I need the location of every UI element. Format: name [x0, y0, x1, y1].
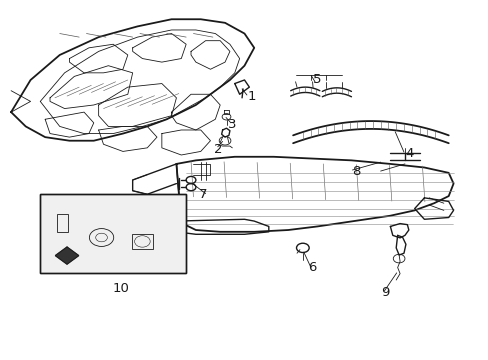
Text: 9: 9 — [381, 286, 389, 299]
Text: 4: 4 — [405, 147, 413, 160]
Text: 1: 1 — [247, 90, 256, 103]
Bar — [40, 194, 186, 273]
Text: 8: 8 — [351, 165, 360, 177]
Text: 6: 6 — [308, 261, 316, 274]
Text: 3: 3 — [227, 118, 236, 131]
Bar — [131, 234, 153, 249]
Text: 10: 10 — [112, 283, 129, 296]
Polygon shape — [55, 247, 79, 264]
Text: 5: 5 — [312, 73, 321, 86]
Bar — [40, 194, 186, 273]
Bar — [57, 214, 68, 232]
Text: 7: 7 — [199, 188, 207, 201]
Text: 2: 2 — [213, 143, 222, 156]
